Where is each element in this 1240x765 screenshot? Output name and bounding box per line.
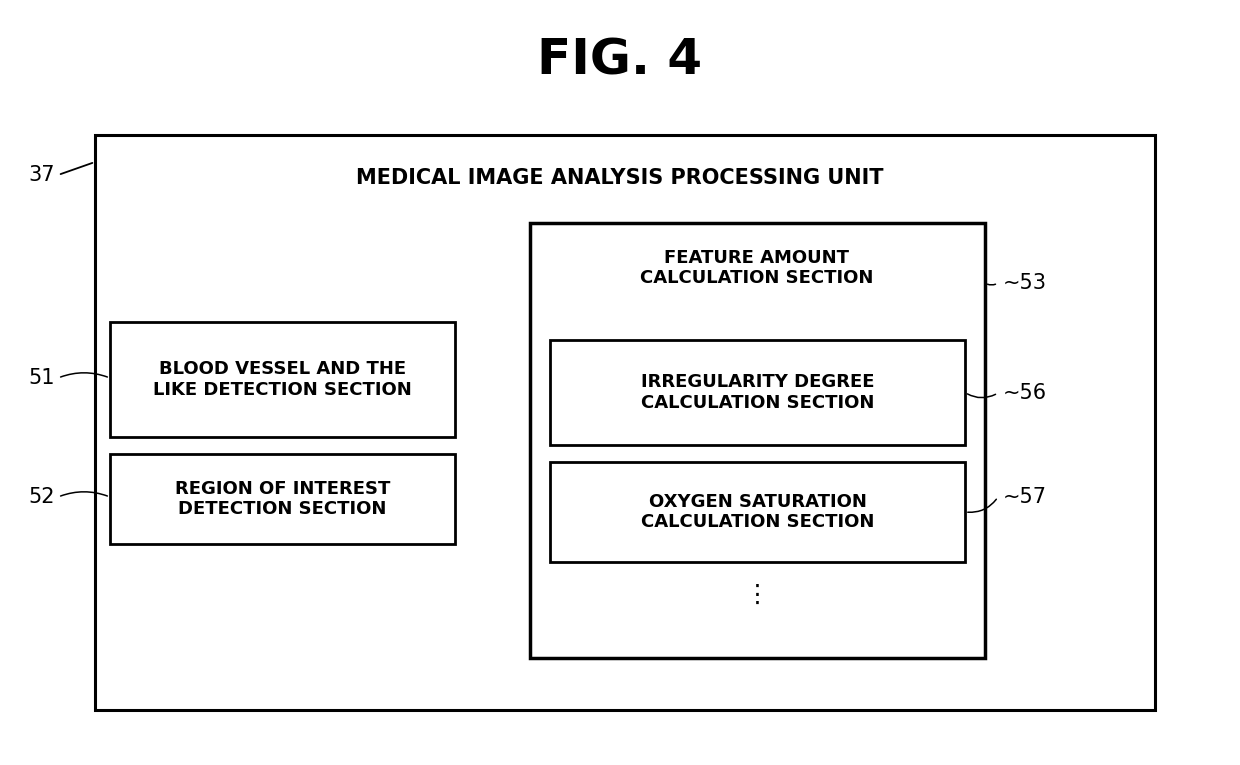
Bar [110, 322, 455, 437]
Text: ~53: ~53 [1003, 273, 1047, 293]
Bar [551, 462, 965, 562]
Text: 52: 52 [29, 487, 55, 507]
Text: FEATURE AMOUNT
CALCULATION SECTION: FEATURE AMOUNT CALCULATION SECTION [640, 249, 874, 288]
Text: OXYGEN SATURATION
CALCULATION SECTION: OXYGEN SATURATION CALCULATION SECTION [641, 493, 874, 532]
Bar [551, 340, 965, 445]
Text: IRREGULARITY DEGREE
CALCULATION SECTION: IRREGULARITY DEGREE CALCULATION SECTION [641, 373, 874, 412]
Text: MEDICAL IMAGE ANALYSIS PROCESSING UNIT: MEDICAL IMAGE ANALYSIS PROCESSING UNIT [356, 168, 884, 188]
Text: FIG. 4: FIG. 4 [537, 36, 703, 84]
Text: BLOOD VESSEL AND THE
LIKE DETECTION SECTION: BLOOD VESSEL AND THE LIKE DETECTION SECT… [153, 360, 412, 399]
Text: REGION OF INTEREST
DETECTION SECTION: REGION OF INTEREST DETECTION SECTION [175, 480, 391, 519]
Bar [95, 135, 1154, 710]
Text: 37: 37 [29, 165, 55, 185]
Text: ⋮: ⋮ [744, 583, 770, 607]
Bar [529, 223, 985, 658]
Text: 51: 51 [29, 368, 55, 388]
Bar [110, 454, 455, 544]
Text: ~57: ~57 [1003, 487, 1047, 507]
Text: ~56: ~56 [1003, 383, 1047, 403]
